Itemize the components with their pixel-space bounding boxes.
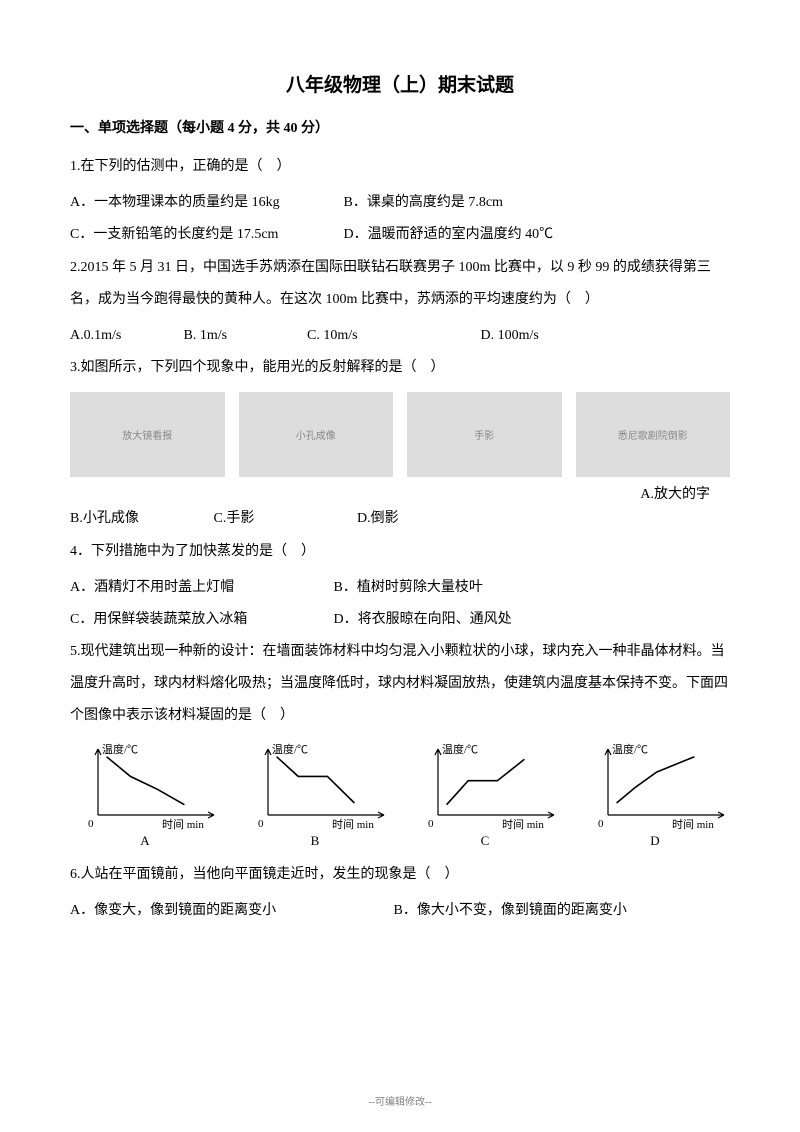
page-title: 八年级物理（上）期末试题 <box>70 70 730 97</box>
chart-svg-c: 温度/℃ 时间 min 0 <box>410 741 560 831</box>
q5-chart-a: 温度/℃ 时间 min 0 A <box>70 741 220 849</box>
q5-stem: 5.现代建筑出现一种新的设计：在墙面装饰材料中均匀混入小颗粒状的小球，球内充入一… <box>70 636 730 733</box>
q3-opts: B.小孔成像 C.手影 D.倒影 <box>70 503 730 535</box>
svg-text:温度/℃: 温度/℃ <box>102 742 138 756</box>
q3-opt-a-tail: A.放大的字 <box>70 483 730 503</box>
q4-opts-row1: A．酒精灯不用时盖上灯帽 B．植树时剪除大量枝叶 <box>70 572 730 604</box>
svg-text:0: 0 <box>598 818 604 830</box>
q4-stem: 4．下列措施中为了加快蒸发的是（ ） <box>70 536 730 568</box>
footer-text: --可编辑修改-- <box>0 1093 800 1108</box>
svg-text:时间 min: 时间 min <box>502 818 544 831</box>
svg-text:0: 0 <box>428 818 434 830</box>
svg-text:0: 0 <box>88 818 94 830</box>
q3-img-b: 小孔成像 <box>239 392 394 477</box>
svg-text:温度/℃: 温度/℃ <box>272 742 308 756</box>
q6-opt-b: B．像大小不变，像到镜面的距离变小 <box>394 895 627 927</box>
svg-text:温度/℃: 温度/℃ <box>612 742 648 756</box>
q5-chart-b: 温度/℃ 时间 min 0 B <box>240 741 390 849</box>
q4-opt-a: A．酒精灯不用时盖上灯帽 <box>70 572 330 604</box>
chart-svg-b: 温度/℃ 时间 min 0 <box>240 741 390 831</box>
q6-opts: A．像变大，像到镜面的距离变小 B．像大小不变，像到镜面的距离变小 <box>70 895 730 927</box>
q4-opt-c: C．用保鲜袋装蔬菜放入冰箱 <box>70 604 330 636</box>
svg-text:时间 min: 时间 min <box>332 818 374 831</box>
q2-opt-d: D. 100m/s <box>481 320 539 352</box>
q5-charts: 温度/℃ 时间 min 0 A 温度/℃ 时间 min 0 B 温度/℃ 时间 min 0 … <box>70 741 730 849</box>
q3-img-c: 手影 <box>407 392 562 477</box>
q6-opt-a: A．像变大，像到镜面的距离变小 <box>70 895 390 927</box>
q2-opt-b: B. 1m/s <box>184 320 304 352</box>
section-heading: 一、单项选择题（每小题 4 分，共 40 分） <box>70 117 730 137</box>
q3-stem: 3.如图所示，下列四个现象中，能用光的反射解释的是（ ） <box>70 352 730 384</box>
q4-opts-row2: C．用保鲜袋装蔬菜放入冰箱 D．将衣服晾在向阳、通风处 <box>70 604 730 636</box>
q1-opt-a: A．一本物理课本的质量约是 16kg <box>70 187 340 219</box>
svg-text:0: 0 <box>258 818 264 830</box>
q5-label-c: C <box>410 833 560 849</box>
chart-svg-d: 温度/℃ 时间 min 0 <box>580 741 730 831</box>
q6-stem: 6.人站在平面镜前，当他向平面镜走近时，发生的现象是（ ） <box>70 859 730 891</box>
q3-img-d: 悉尼歌剧院倒影 <box>576 392 731 477</box>
q4-opt-b: B．植树时剪除大量枝叶 <box>334 572 483 604</box>
q3-images: 放大镜看报 小孔成像 手影 悉尼歌剧院倒影 <box>70 392 730 477</box>
q5-label-a: A <box>70 833 220 849</box>
q5-chart-d: 温度/℃ 时间 min 0 D <box>580 741 730 849</box>
q3-opt-c: C.手影 <box>214 503 354 535</box>
q2-opt-c: C. 10m/s <box>307 320 477 352</box>
q3-img-a: 放大镜看报 <box>70 392 225 477</box>
q5-label-d: D <box>580 833 730 849</box>
svg-text:温度/℃: 温度/℃ <box>442 742 478 756</box>
q1-stem: 1.在下列的估测中，正确的是（ ） <box>70 151 730 183</box>
svg-text:时间 min: 时间 min <box>672 818 714 831</box>
q3-opt-d: D.倒影 <box>357 503 399 535</box>
q2-opts: A.0.1m/s B. 1m/s C. 10m/s D. 100m/s <box>70 320 730 352</box>
q3-opt-b: B.小孔成像 <box>70 503 210 535</box>
q5-chart-c: 温度/℃ 时间 min 0 C <box>410 741 560 849</box>
q5-label-b: B <box>240 833 390 849</box>
q2-opt-a: A.0.1m/s <box>70 320 180 352</box>
q4-opt-d: D．将衣服晾在向阳、通风处 <box>334 604 512 636</box>
q1-opt-b: B．课桌的高度约是 7.8cm <box>344 187 503 219</box>
q1-opt-d: D．温暖而舒适的室内温度约 40℃ <box>344 219 554 251</box>
svg-text:时间 min: 时间 min <box>162 818 204 831</box>
q1-opts-row2: C．一支新铅笔的长度约是 17.5cm D．温暖而舒适的室内温度约 40℃ <box>70 219 730 251</box>
chart-svg-a: 温度/℃ 时间 min 0 <box>70 741 220 831</box>
q1-opt-c: C．一支新铅笔的长度约是 17.5cm <box>70 219 340 251</box>
q2-stem: 2.2015 年 5 月 31 日，中国选手苏炳添在国际田联钻石联赛男子 100… <box>70 252 730 316</box>
q1-opts-row1: A．一本物理课本的质量约是 16kg B．课桌的高度约是 7.8cm <box>70 187 730 219</box>
